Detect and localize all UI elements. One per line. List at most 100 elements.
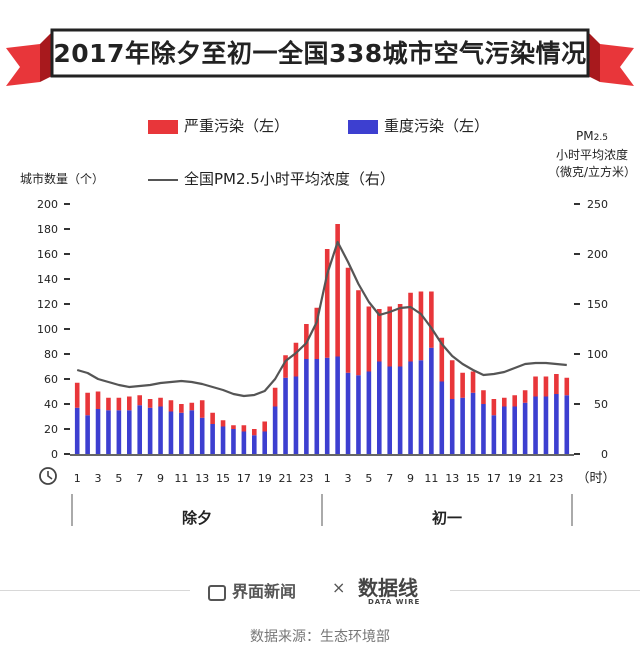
bar-heavy (314, 359, 320, 454)
bar-severe (137, 395, 143, 406)
x-tick-label: 17 (237, 472, 251, 485)
bar-heavy (231, 429, 236, 454)
x-tick-label: 3 (95, 472, 102, 485)
left-tick-label: 160 (37, 248, 58, 261)
bar-severe (262, 421, 268, 432)
partner-name: 数据线 (358, 576, 418, 600)
right-tick-label: 50 (594, 398, 608, 411)
bar-severe (491, 399, 497, 416)
bar-heavy (533, 396, 538, 454)
left-tick-label: 20 (44, 423, 58, 436)
group-label-day1: 初一 (432, 509, 462, 527)
bar-heavy (241, 431, 247, 454)
bar-heavy (356, 375, 361, 454)
bar-heavy (262, 431, 268, 454)
bar-heavy (199, 417, 205, 454)
left-tick-label: 200 (37, 198, 58, 211)
x-tick-label: 1 (324, 472, 331, 485)
left-tick-label: 60 (44, 373, 58, 386)
bar-heavy (335, 356, 340, 454)
banner-fold-right (588, 32, 600, 82)
legend-severe: 严重污染（左） (148, 115, 289, 136)
bar-heavy (283, 377, 288, 454)
group-label-eve: 除夕 (182, 509, 212, 527)
bar-severe (231, 425, 236, 429)
bar-severe (116, 397, 122, 411)
bar-severe (324, 249, 330, 358)
bar-severe (418, 291, 424, 361)
bar-heavy (210, 424, 215, 454)
bar-heavy (481, 404, 486, 454)
bar-severe (147, 399, 153, 408)
bar-heavy (408, 361, 413, 454)
bar-severe (408, 292, 413, 362)
chart-title: 2017年除夕至初一全国338城市空气污染情况 (53, 39, 587, 68)
bar-heavy (126, 410, 132, 454)
x-tick-label: 7 (386, 472, 393, 485)
left-tick-label: 80 (44, 348, 58, 361)
bar-heavy (512, 406, 518, 454)
x-tick-label: 13 (195, 472, 209, 485)
bar-heavy (74, 407, 80, 454)
bar-heavy (522, 402, 528, 454)
bar-severe (293, 342, 299, 377)
bar-severe (470, 371, 476, 393)
bar-heavy (366, 371, 372, 454)
bar-heavy (304, 359, 309, 454)
bar-severe (251, 429, 257, 436)
clock-hand (47, 471, 53, 480)
bar-severe (241, 425, 247, 432)
x-tick-label: 15 (216, 472, 230, 485)
bar-heavy (376, 361, 382, 454)
bar-severe (106, 397, 111, 411)
x-tick-label: 21 (279, 472, 293, 485)
bar-heavy (345, 372, 351, 454)
bar-severe (126, 396, 132, 411)
banner-box (50, 28, 590, 78)
bar-heavy (220, 426, 226, 454)
bar-severe (85, 392, 90, 416)
legend-heavy: 重度污染（左） (348, 115, 489, 136)
right-axis-title-line3: （微克/立方米） (547, 165, 637, 179)
banner-fold-left (40, 32, 52, 82)
left-tick-label: 0 (51, 448, 58, 461)
right-tick-label: 0 (601, 448, 608, 461)
left-tick-label: 40 (44, 398, 58, 411)
bar-heavy (554, 394, 559, 454)
brand-name: 界面新闻 (232, 582, 297, 601)
left-tick-label: 140 (37, 273, 58, 286)
bar-severe (179, 404, 184, 413)
bar-severe (554, 374, 559, 394)
bar-heavy (106, 410, 111, 454)
x-tick-label: 21 (529, 472, 543, 485)
legend-severe-swatch (148, 119, 178, 134)
x-tick-label: 15 (466, 472, 480, 485)
bar-severe (345, 267, 351, 373)
legend-heavy-swatch (348, 119, 378, 134)
x-tick-label: 7 (136, 472, 143, 485)
legend-heavy-label: 重度污染（左） (384, 117, 490, 135)
bar-heavy (147, 407, 153, 454)
bar-severe (74, 382, 80, 408)
x-tick-label: 13 (445, 472, 459, 485)
bar-severe (272, 387, 278, 407)
bar-severe (210, 412, 215, 424)
bar-heavy (85, 415, 90, 454)
bar-heavy (449, 399, 455, 454)
bar-severe (189, 402, 195, 411)
bar-heavy (168, 411, 174, 454)
bar-heavy (387, 366, 393, 454)
left-tick-label: 180 (37, 223, 58, 236)
x-tick-label: 1 (74, 472, 81, 485)
title-banner (6, 28, 634, 86)
bar-severe (199, 400, 205, 418)
bar-severe (543, 376, 549, 397)
legend-severe-label: 严重污染（左） (184, 117, 290, 135)
x-tick-label: 5 (365, 472, 372, 485)
bar-severe (449, 360, 455, 399)
x-tick-label: 23 (299, 472, 313, 485)
bar-severe (168, 400, 174, 412)
bar-heavy (564, 395, 570, 454)
bar-heavy (251, 435, 257, 454)
